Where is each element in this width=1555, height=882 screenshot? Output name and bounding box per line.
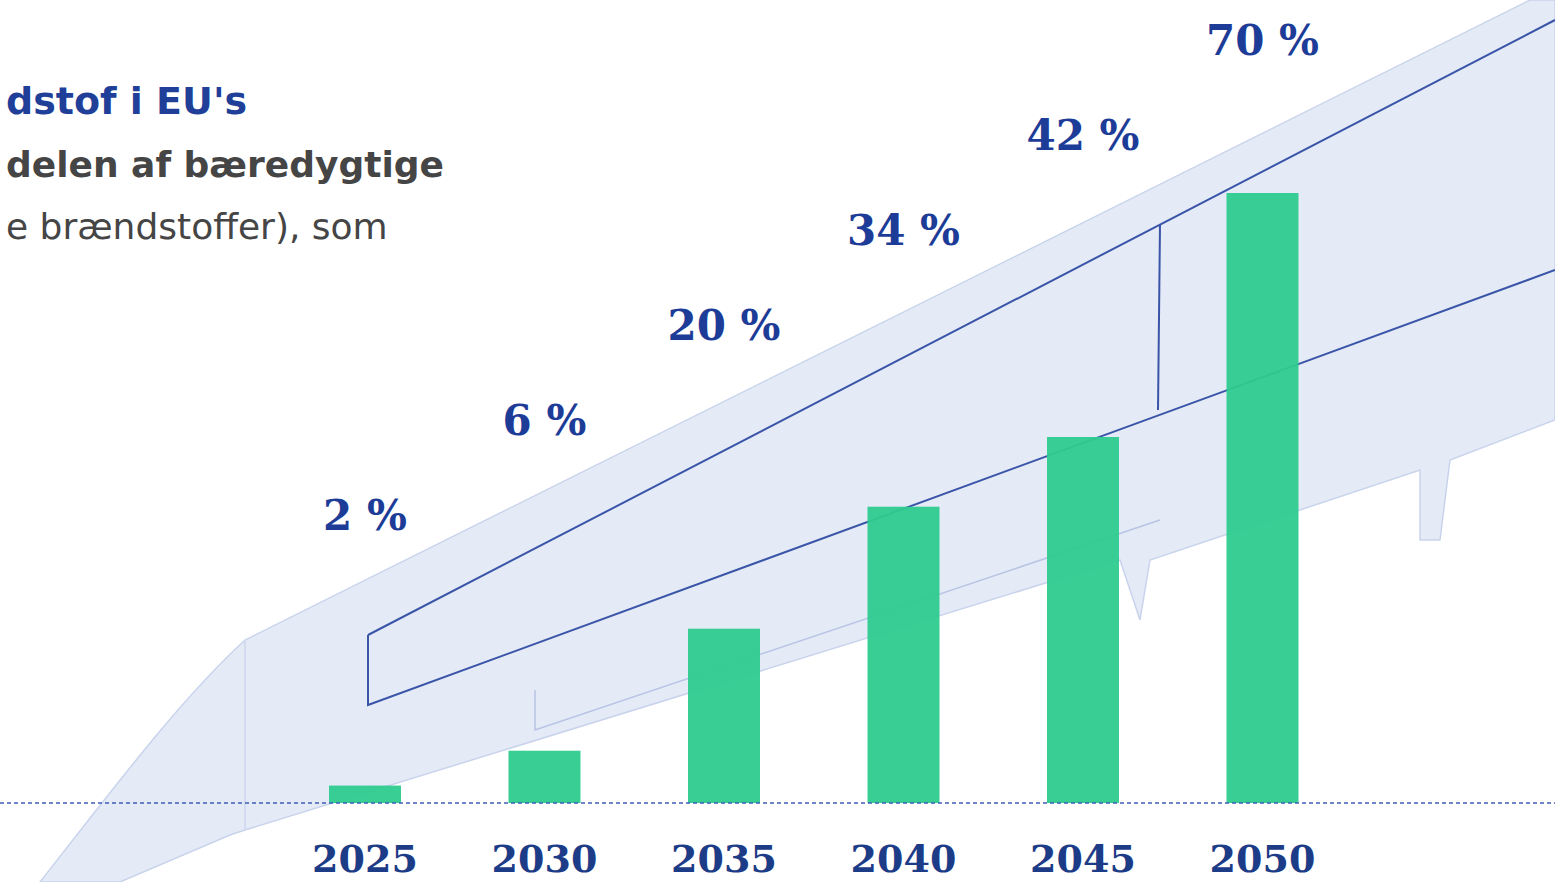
wing-shape — [40, 0, 1555, 882]
wing-line — [1158, 225, 1160, 410]
data-labels: 2 % 6 % 20 % 34 % 42 % 70 % — [323, 16, 1319, 540]
bar — [1227, 193, 1299, 803]
wing-background — [40, 0, 1555, 882]
x-tick-label: 2025 — [312, 836, 418, 881]
x-tick-label: 2035 — [671, 836, 777, 881]
bars — [329, 193, 1299, 803]
data-label: 20 % — [668, 301, 781, 350]
data-label: 70 % — [1206, 16, 1319, 65]
x-tick-label: 2050 — [1210, 836, 1316, 881]
title: dstof i EU's — [6, 79, 247, 123]
bar — [329, 786, 401, 803]
bar — [509, 751, 581, 803]
subtitle: delen af bæredygtige — [6, 144, 444, 185]
bar — [1047, 437, 1119, 803]
data-label: 2 % — [323, 491, 407, 540]
data-label: 6 % — [503, 396, 587, 445]
bar — [688, 629, 760, 803]
wing-line — [244, 640, 246, 830]
x-tick-labels: 2025 2030 2035 2040 2045 2050 — [312, 836, 1315, 881]
chart: 2 %6 %20 %34 %42 %70 %202520302035204020… — [0, 0, 1555, 882]
baseline — [0, 802, 1555, 804]
data-label: 42 % — [1027, 111, 1140, 160]
x-tick-label: 2040 — [851, 836, 957, 881]
data-label: 34 % — [847, 206, 960, 255]
bar — [868, 507, 940, 803]
wing-line — [368, 20, 1555, 705]
x-tick-label: 2045 — [1030, 836, 1136, 881]
subtitle: e brændstoffer), som — [6, 206, 388, 247]
x-tick-label: 2030 — [492, 836, 598, 881]
